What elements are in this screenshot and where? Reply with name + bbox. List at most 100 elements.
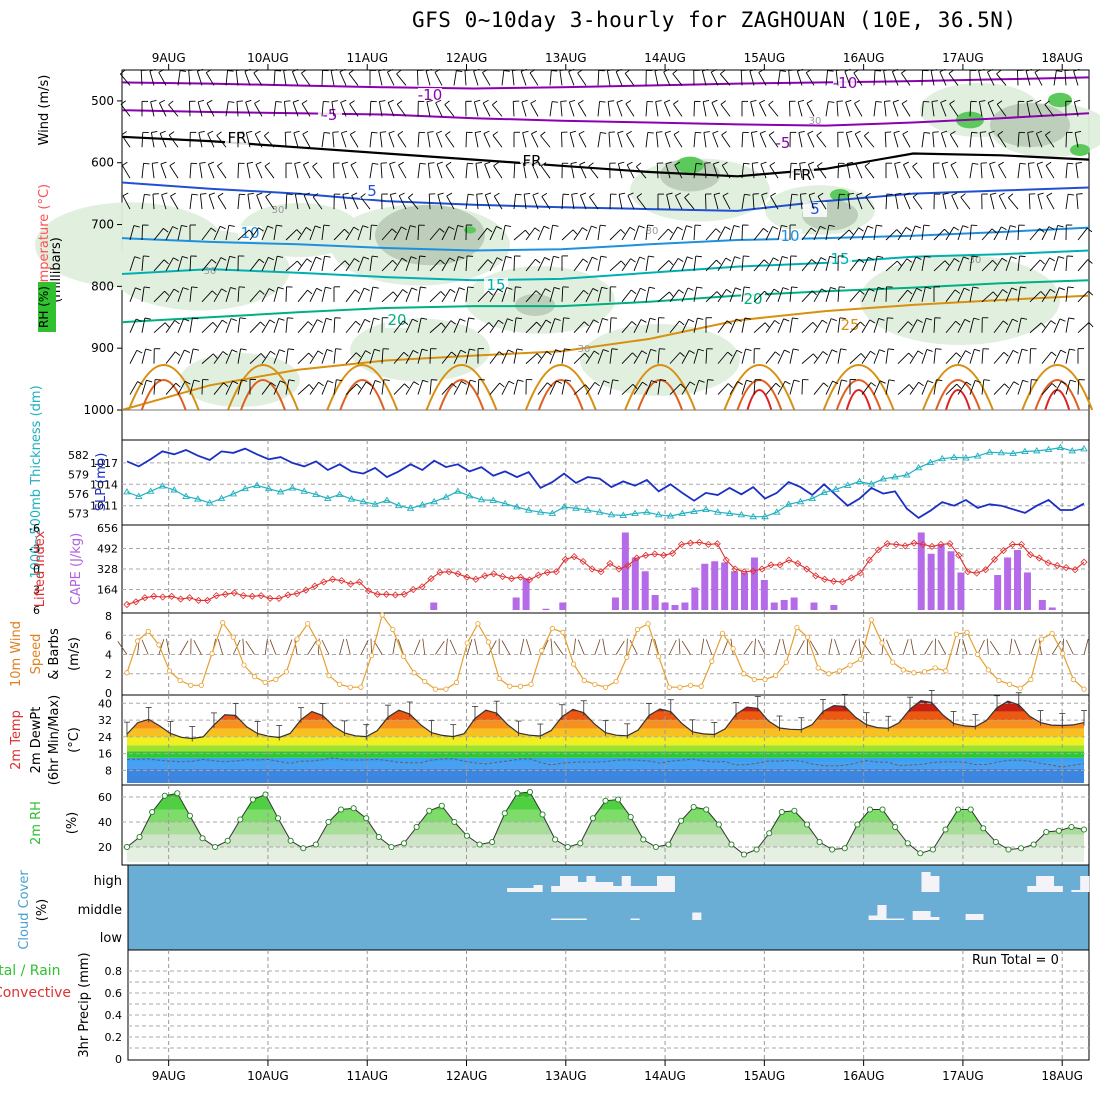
wind-barb bbox=[656, 163, 659, 179]
thickness-marker bbox=[406, 504, 415, 511]
isotherm-25-surface bbox=[624, 364, 697, 411]
thickness-tick-label: 576 bbox=[68, 488, 89, 501]
wind-barb bbox=[854, 103, 863, 117]
wind-barb bbox=[225, 225, 230, 241]
cape-bar bbox=[641, 571, 649, 610]
wind-barb-flag bbox=[679, 352, 685, 357]
wind-barb bbox=[1005, 256, 1012, 272]
wind-barb-flag bbox=[1010, 256, 1017, 260]
wind-barb bbox=[949, 134, 959, 148]
wind-barb-flag bbox=[600, 224, 607, 227]
slp-tick-label: 1014 bbox=[90, 478, 118, 491]
wind-barb bbox=[405, 350, 414, 364]
wind-barb bbox=[261, 382, 272, 395]
wind-barb-flag bbox=[456, 70, 463, 73]
wind10-barb bbox=[1051, 640, 1061, 655]
wind-barb-flag bbox=[317, 350, 324, 355]
wind-barb-flag bbox=[677, 226, 683, 231]
wind-barb-flag bbox=[696, 162, 703, 165]
wind-barb-flag bbox=[916, 287, 923, 292]
wind-barb-flag bbox=[631, 321, 637, 326]
isotherm-30-surface bbox=[935, 379, 981, 411]
wind-barb bbox=[760, 163, 767, 179]
wind-barb-flag bbox=[1012, 318, 1018, 323]
wind-barb bbox=[758, 72, 767, 86]
wind-barb bbox=[705, 291, 718, 303]
rh-legend-swatch bbox=[38, 282, 56, 332]
wind-barb bbox=[309, 319, 318, 333]
thickness-marker bbox=[973, 452, 982, 459]
wind-speed-marker bbox=[1017, 685, 1023, 691]
wind-barb bbox=[549, 318, 556, 333]
wind-barb bbox=[1035, 133, 1043, 148]
rh-marker bbox=[841, 845, 848, 852]
lifted-index-marker bbox=[919, 540, 927, 548]
wind-barb-flag bbox=[955, 320, 961, 326]
wind-barb-flag bbox=[380, 131, 387, 133]
wind-barb-flag bbox=[781, 224, 788, 228]
contour-label-bg bbox=[385, 313, 409, 328]
wind-barb bbox=[705, 379, 709, 395]
wind-barb bbox=[789, 379, 795, 395]
wind-barb bbox=[1041, 257, 1050, 272]
wind-barb-flag bbox=[134, 256, 141, 259]
wind-barb bbox=[957, 319, 966, 333]
wind-barb bbox=[585, 257, 593, 272]
wind-barb bbox=[717, 383, 729, 395]
wind-speed-marker bbox=[645, 621, 651, 627]
wind-barb-flag bbox=[467, 162, 474, 165]
wind-barb-flag bbox=[488, 322, 494, 328]
wind-barb-flag bbox=[496, 257, 503, 261]
rh-marker bbox=[275, 815, 282, 822]
wind-barb bbox=[501, 318, 508, 333]
wind-barb bbox=[806, 102, 815, 117]
rh-marker bbox=[652, 843, 659, 851]
wind-speed-marker bbox=[921, 669, 928, 675]
wind-tick-label: 4 bbox=[105, 649, 112, 662]
wind-barb-flag bbox=[145, 348, 152, 351]
wind-barb bbox=[981, 291, 994, 303]
lifted-index-marker bbox=[338, 577, 346, 585]
wind-barb-flag bbox=[483, 130, 490, 134]
wind-barb-flag bbox=[254, 130, 261, 135]
wind-barb bbox=[1077, 322, 1090, 334]
wind-barb bbox=[568, 101, 575, 117]
wind-barb-flag bbox=[725, 257, 732, 262]
wind-barb-flag bbox=[1056, 70, 1063, 73]
wind-barb bbox=[530, 103, 539, 117]
thickness-marker bbox=[1021, 447, 1029, 454]
high-cloud-bar bbox=[1053, 886, 1063, 892]
wind-barb bbox=[293, 132, 299, 148]
wind-speed-marker bbox=[124, 670, 130, 676]
wind-barb-flag bbox=[593, 319, 599, 324]
wind-barb-flag bbox=[925, 286, 932, 289]
wind-barb-flag bbox=[903, 161, 910, 166]
wind-barb-flag bbox=[552, 101, 559, 103]
wind-barb-flag bbox=[339, 68, 346, 73]
wind-barb bbox=[813, 319, 823, 333]
wind-barb bbox=[655, 132, 659, 148]
wind-barb bbox=[902, 133, 911, 148]
wind-barb bbox=[237, 194, 240, 210]
wind-barb-flag bbox=[1049, 288, 1056, 293]
wind-barb bbox=[340, 132, 347, 148]
wind-barb bbox=[417, 70, 419, 86]
wind-barb bbox=[633, 225, 640, 241]
wind-barb bbox=[297, 227, 307, 241]
wind-barb bbox=[525, 321, 537, 334]
wind-barb bbox=[1065, 317, 1070, 333]
wind-barb bbox=[957, 225, 964, 241]
wind10-barb bbox=[700, 638, 705, 655]
lifted-index-marker bbox=[776, 561, 784, 569]
date-label-top: 18AUG bbox=[1041, 51, 1083, 65]
wind-barb-flag bbox=[327, 380, 334, 384]
wind-barb bbox=[912, 196, 923, 210]
wind-speed-marker bbox=[836, 668, 843, 674]
wind-barb bbox=[921, 318, 927, 333]
wind10-barb bbox=[782, 638, 787, 655]
wind-barb-flag bbox=[578, 130, 585, 135]
wind-barb bbox=[501, 349, 509, 364]
wind-barb bbox=[573, 352, 586, 364]
wind-barb bbox=[435, 102, 443, 117]
wind-barb bbox=[645, 349, 652, 364]
